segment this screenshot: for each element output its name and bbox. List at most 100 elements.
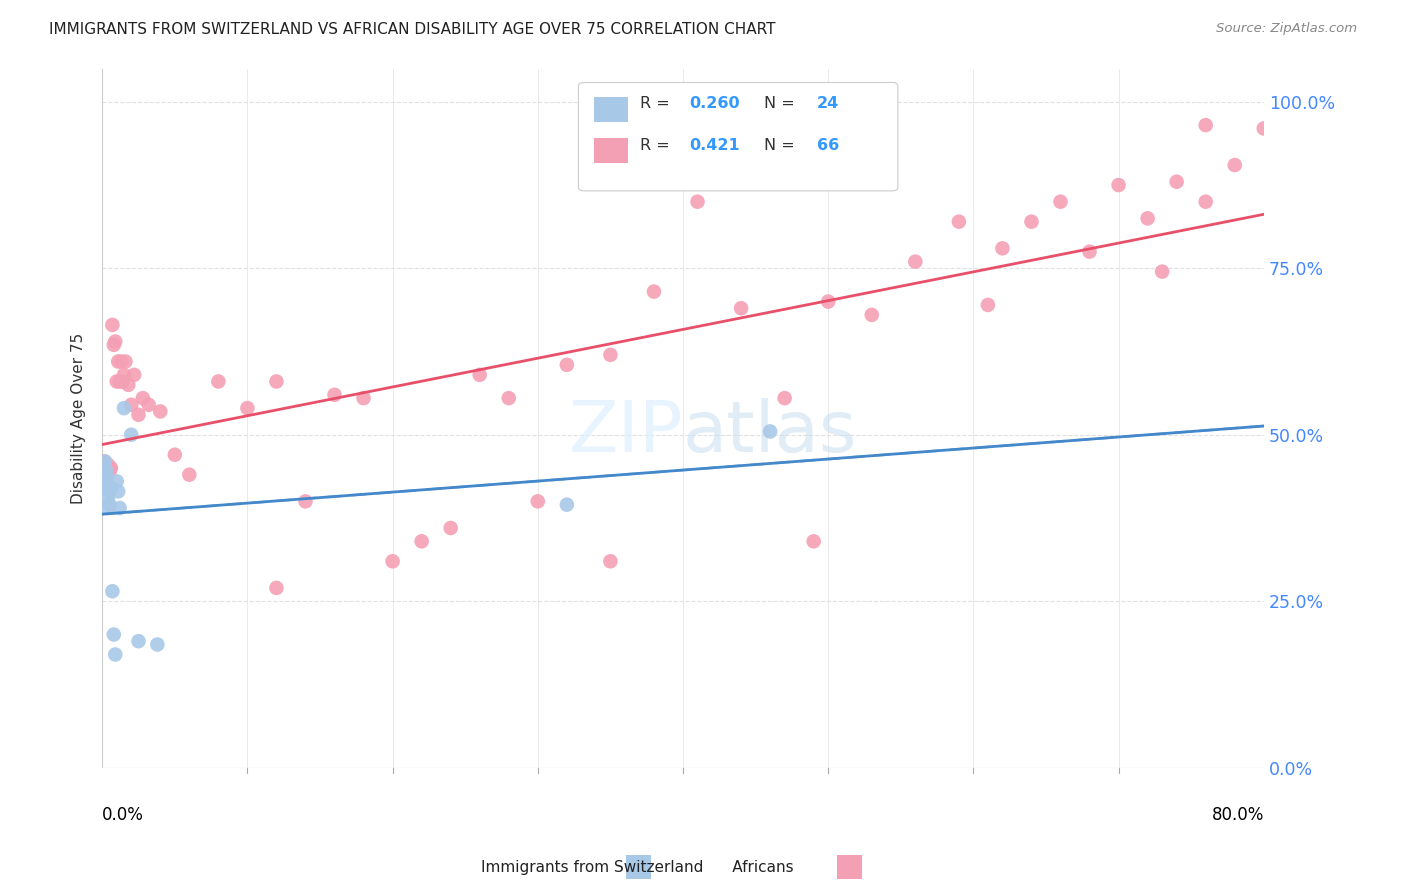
Point [555,358,578,372]
Point [108,501,131,516]
Point [94,458,117,472]
Point [100,481,122,495]
Point [117,377,139,392]
Point [991,241,1014,255]
Text: R =: R = [640,138,669,153]
Y-axis label: Disability Age Over 75: Disability Age Over 75 [72,333,86,504]
Point [98,484,121,499]
Point [97,458,120,472]
Text: IMMIGRANTS FROM SWITZERLAND VS AFRICAN DISABILITY AGE OVER 75 CORRELATION CHART: IMMIGRANTS FROM SWITZERLAND VS AFRICAN D… [49,22,776,37]
Point [468,368,491,382]
Text: Immigrants from Switzerland: Immigrants from Switzerland [481,860,703,874]
Point [643,285,665,299]
Point [98,498,121,512]
Point [948,215,970,229]
Point [132,391,155,405]
Point [107,484,129,499]
Point [860,308,883,322]
Point [110,354,132,368]
Point [93,471,115,485]
Point [104,334,127,349]
Point [120,427,142,442]
Point [440,521,463,535]
Point [108,375,131,389]
Point [94,467,117,482]
Point [1166,175,1188,189]
Point [114,354,136,368]
Point [107,354,129,368]
Point [555,498,578,512]
Point [803,534,825,549]
Text: atlas: atlas [683,398,858,467]
Point [128,634,150,648]
Point [1223,158,1246,172]
FancyBboxPatch shape [593,137,628,163]
Point [96,464,118,478]
Point [98,461,121,475]
Text: 0.421: 0.421 [689,138,740,153]
Point [977,298,1000,312]
Point [93,458,115,472]
Point [599,348,621,362]
Point [1021,215,1043,229]
Point [163,448,186,462]
Point [730,301,752,316]
Point [97,491,120,505]
Point [1152,265,1174,279]
Point [93,458,115,472]
Point [266,375,288,389]
Text: 24: 24 [817,96,839,111]
Point [105,475,128,489]
Point [1195,118,1218,132]
Point [266,581,288,595]
Point [98,464,121,478]
Point [599,554,621,568]
Point [904,254,927,268]
Point [104,648,127,662]
FancyBboxPatch shape [578,82,898,191]
Point [120,398,142,412]
Text: R =: R = [640,96,669,111]
Text: ZIP: ZIP [568,398,683,467]
Point [1195,194,1218,209]
Point [323,388,346,402]
Point [759,425,782,439]
Point [236,401,259,416]
Text: N =: N = [765,96,794,111]
Point [149,404,172,418]
Point [1108,178,1130,192]
Text: N =: N = [765,138,794,153]
Point [773,391,796,405]
Point [294,494,316,508]
Text: Source: ZipAtlas.com: Source: ZipAtlas.com [1216,22,1357,36]
Text: Africans: Africans [703,860,793,874]
Point [179,467,201,482]
Point [527,494,550,508]
Point [1078,244,1101,259]
Point [381,554,404,568]
Point [128,408,150,422]
Point [146,638,169,652]
Point [1253,121,1275,136]
Point [93,454,115,468]
Point [112,401,135,416]
Point [207,375,229,389]
Point [353,391,375,405]
Point [138,398,160,412]
Point [112,368,135,382]
Text: 0.0%: 0.0% [103,806,143,824]
Point [686,194,709,209]
Point [103,338,125,352]
FancyBboxPatch shape [593,97,628,122]
Point [103,627,125,641]
Point [96,464,118,478]
Text: 80.0%: 80.0% [1212,806,1264,824]
Point [1136,211,1159,226]
Point [97,501,120,516]
Text: 66: 66 [817,138,839,153]
Point [105,375,128,389]
Text: 0.260: 0.260 [689,96,740,111]
Point [122,368,145,382]
Point [94,454,117,468]
Point [96,458,118,472]
